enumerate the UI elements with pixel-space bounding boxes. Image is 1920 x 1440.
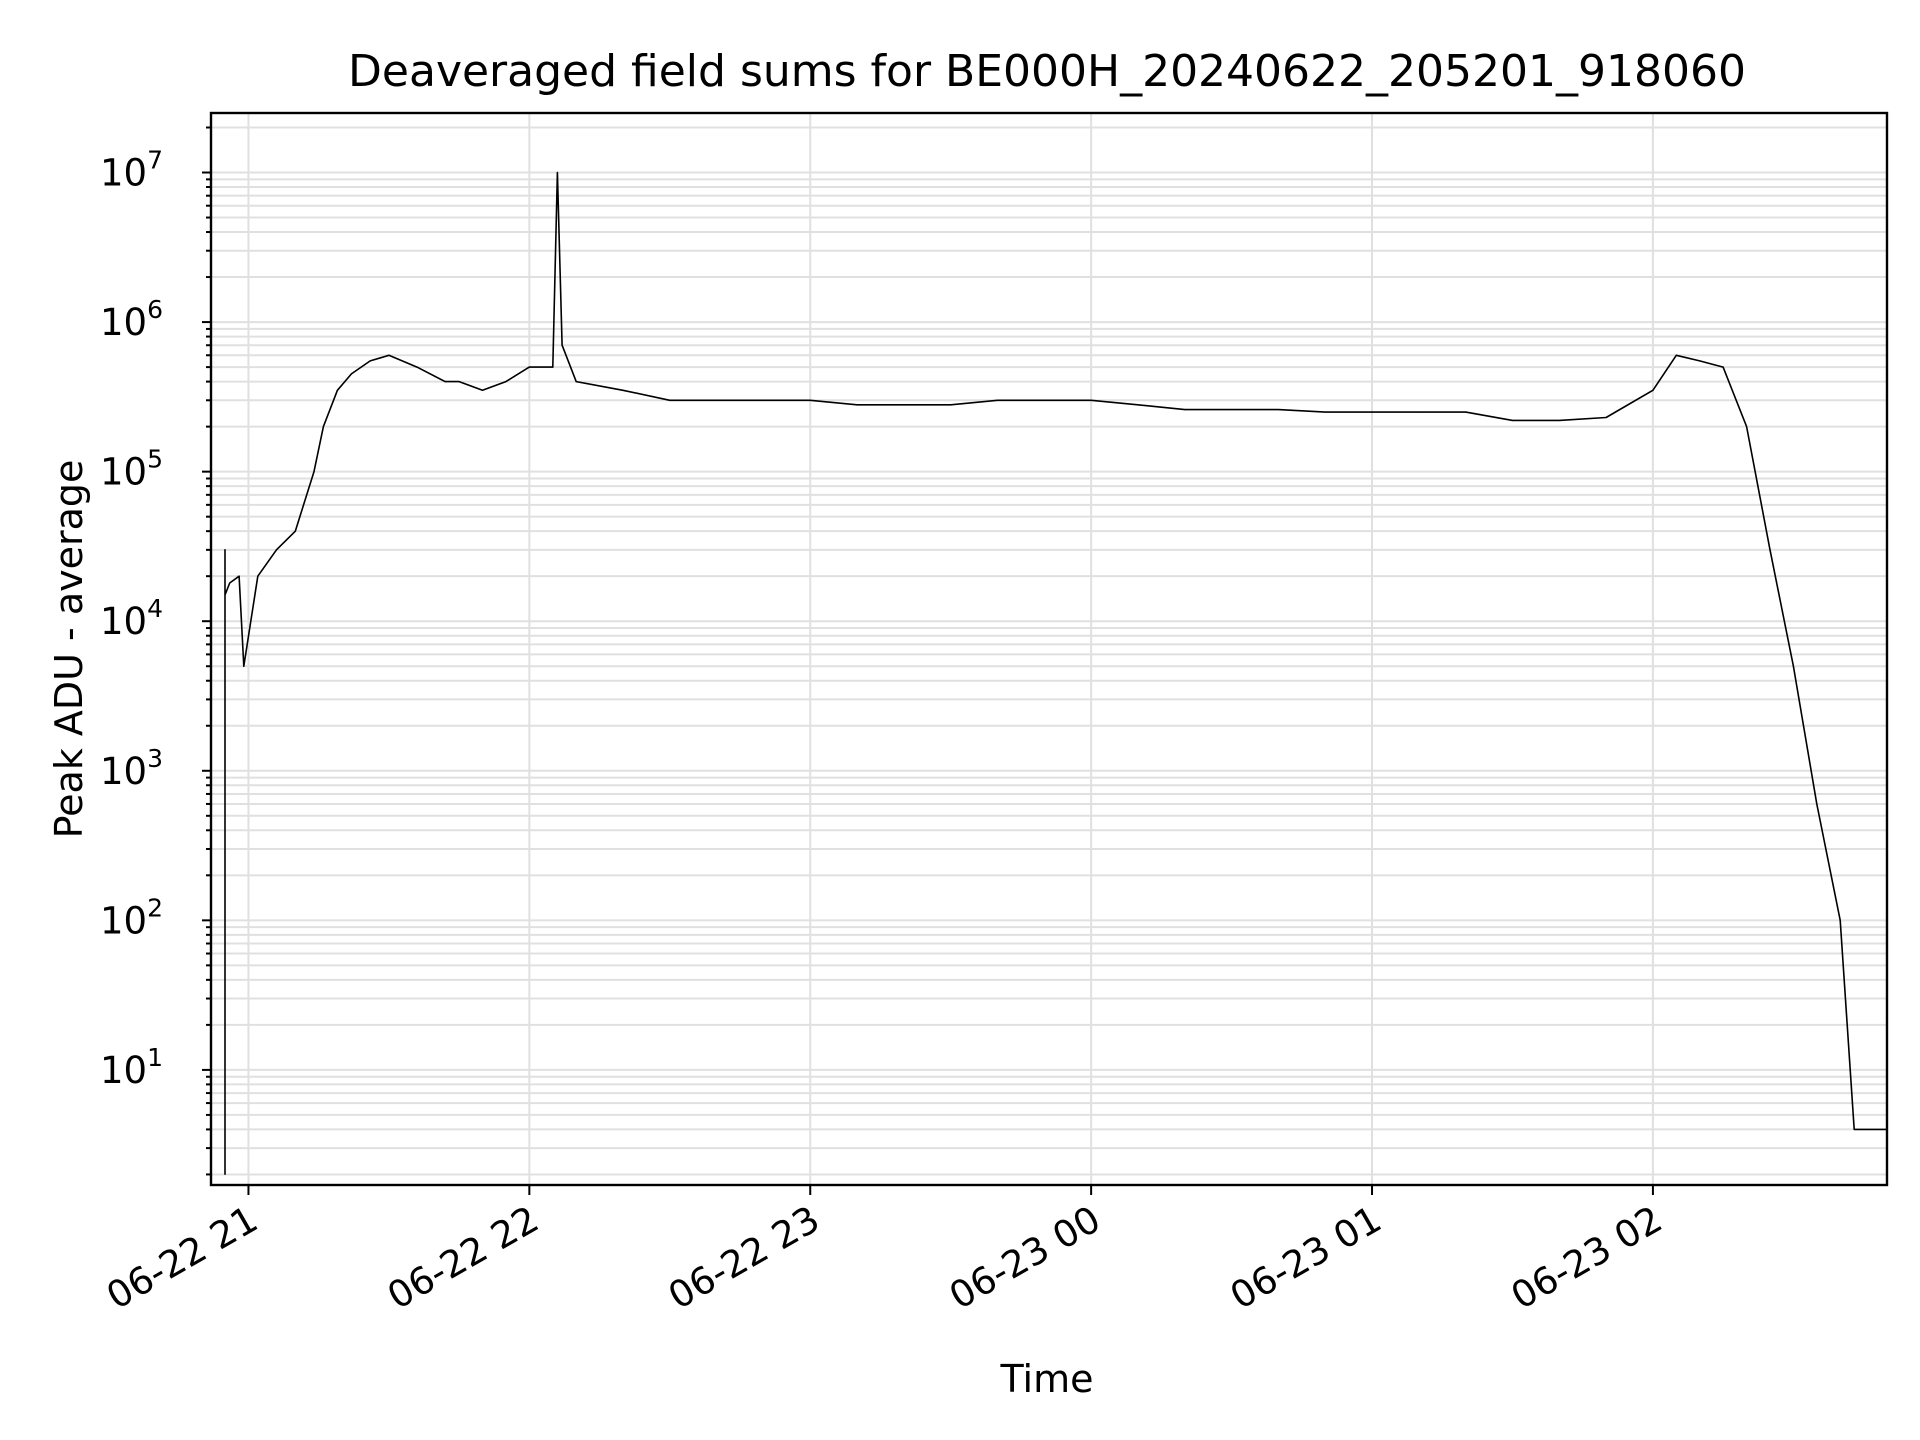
y-tick-label: 105 <box>100 445 163 494</box>
x-tick-label: 06-23 02 <box>1504 1198 1670 1318</box>
data-point <box>294 530 296 532</box>
data-point <box>1652 389 1654 391</box>
data-point <box>238 575 240 577</box>
data-point <box>481 389 484 391</box>
y-axis-label: Peak ADU - average <box>47 460 91 839</box>
data-point <box>528 366 530 368</box>
ticks: 06-22 21 06-22 22 06-22 23 06-23 00 06-23 01… <box>99 126 1670 1318</box>
x-tick-label: 06-22 23 <box>661 1198 827 1318</box>
data-point <box>1853 1128 1855 1131</box>
data-point <box>1465 411 1467 413</box>
x-tick-label: 06-23 00 <box>942 1198 1108 1318</box>
data-point <box>275 549 278 551</box>
data-point <box>1769 549 1771 551</box>
y-tick-label: 101 <box>100 1043 163 1092</box>
data-point <box>1324 411 1326 413</box>
data-point <box>458 380 460 383</box>
data-point <box>257 575 259 577</box>
data-point <box>575 380 577 383</box>
data-point <box>561 344 563 346</box>
data-point <box>416 366 418 368</box>
data-point <box>950 404 952 406</box>
data-point <box>336 389 339 391</box>
y-tick-label: 102 <box>100 893 163 942</box>
data-point <box>1137 404 1139 406</box>
data-point <box>313 471 315 473</box>
data-point <box>1230 408 1233 411</box>
data-point <box>1792 665 1794 667</box>
x-tick-label: 06-23 01 <box>1223 1198 1389 1318</box>
data-point <box>369 360 371 362</box>
x-axis-label: Time <box>1000 1357 1094 1401</box>
data-point <box>1277 408 1279 411</box>
data-point <box>1816 803 1818 805</box>
data-point <box>1745 426 1748 428</box>
data-point <box>505 380 507 383</box>
data-point <box>1867 1128 1869 1131</box>
data-point <box>552 366 554 368</box>
data-point <box>1090 399 1092 401</box>
grid <box>211 113 1887 1185</box>
data-point <box>1511 419 1514 422</box>
data-point <box>903 404 905 406</box>
series-line <box>224 171 1887 1175</box>
data-point <box>762 399 765 401</box>
data-point <box>444 380 446 383</box>
data-point <box>243 665 245 667</box>
data-point <box>1722 366 1724 368</box>
data-point <box>1418 411 1420 413</box>
data-point <box>669 399 671 401</box>
data-point <box>556 171 559 174</box>
data-point <box>224 1173 226 1176</box>
data-point <box>322 426 324 428</box>
data-point <box>996 399 999 401</box>
data-point <box>388 354 390 356</box>
data-point <box>1699 360 1701 362</box>
series-layer <box>224 171 1888 1176</box>
data-point <box>622 389 624 391</box>
data-point <box>1558 419 1560 422</box>
y-tick-label: 103 <box>100 744 163 793</box>
data-point <box>716 399 718 401</box>
data-point <box>1675 354 1677 356</box>
plot-frame <box>209 111 1889 1187</box>
y-tick-label: 107 <box>100 146 163 195</box>
data-point <box>1839 919 1841 921</box>
data-point <box>1862 1128 1865 1131</box>
y-tick-label: 106 <box>100 295 163 344</box>
data-point <box>1371 411 1373 413</box>
data-point <box>856 404 858 406</box>
x-tick-label: 06-22 22 <box>380 1198 546 1318</box>
data-point <box>1043 399 1045 401</box>
data-point <box>809 399 811 401</box>
data-point <box>229 582 231 584</box>
data-point <box>1184 408 1186 411</box>
y-tick-label: 104 <box>100 594 163 643</box>
x-tick-label: 06-22 21 <box>99 1198 265 1318</box>
data-point <box>350 373 353 375</box>
data-point <box>224 549 226 551</box>
chart-title: Deaveraged field sums for BE000H_2024062… <box>348 46 1746 97</box>
data-point <box>1605 416 1607 419</box>
data-point <box>224 594 226 596</box>
